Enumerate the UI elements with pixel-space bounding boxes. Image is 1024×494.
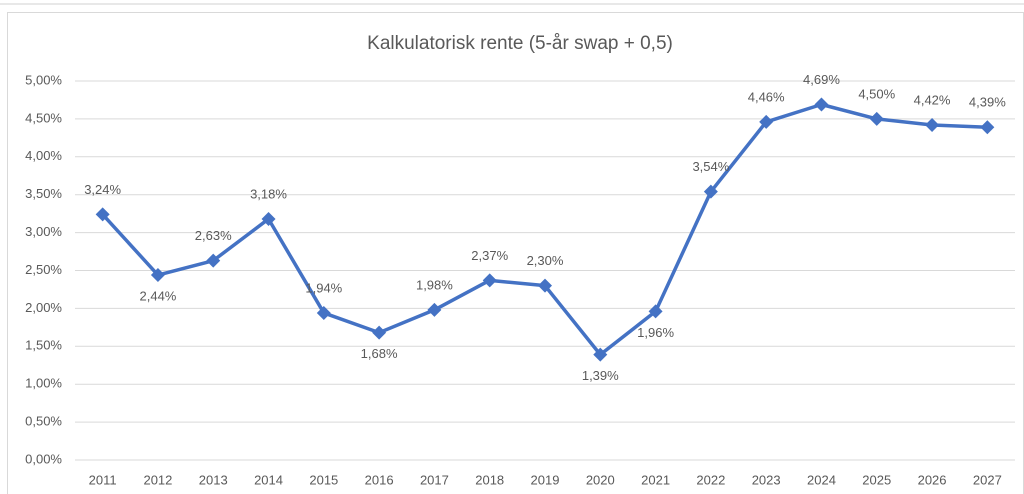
y-tick-label: 1,50% (25, 338, 62, 353)
y-tick-label: 1,00% (25, 376, 62, 391)
x-tick-label: 2014 (254, 472, 283, 487)
chart-frame (7, 12, 1024, 494)
x-tick-label: 2016 (365, 472, 394, 487)
marker (372, 325, 387, 340)
data-label: 4,69% (803, 72, 840, 87)
x-tick-label: 2013 (199, 472, 228, 487)
data-label: 3,54% (692, 159, 729, 174)
marker (759, 114, 774, 129)
y-tick-label: 2,50% (25, 262, 62, 277)
data-label: 2,30% (527, 253, 564, 268)
x-tick-label: 2017 (420, 472, 449, 487)
y-tick-label: 4,00% (25, 148, 62, 163)
marker (538, 278, 552, 293)
x-tick-label: 2026 (918, 472, 947, 487)
data-label: 1,68% (361, 346, 398, 361)
data-label: 3,18% (250, 186, 287, 201)
y-tick-label: 0,50% (25, 414, 62, 429)
marker (925, 117, 940, 132)
marker (427, 302, 442, 317)
marker (150, 268, 165, 283)
y-tick-label: 3,50% (25, 186, 62, 201)
marker (482, 273, 497, 288)
data-label: 2,44% (140, 288, 177, 303)
data-label: 1,39% (582, 368, 619, 383)
y-tick-label: 2,00% (25, 300, 62, 315)
marker (593, 347, 608, 362)
marker (869, 111, 884, 126)
marker (95, 207, 110, 222)
y-tick-label: 4,50% (25, 110, 62, 125)
x-tick-label: 2021 (641, 472, 670, 487)
marker (814, 97, 829, 112)
y-tick-label: 3,00% (25, 224, 62, 239)
data-label: 1,98% (416, 277, 453, 292)
x-tick-label: 2011 (89, 472, 117, 487)
data-label: 4,50% (858, 86, 895, 101)
x-tick-label: 2025 (862, 472, 891, 487)
data-label: 3,24% (84, 182, 121, 197)
x-tick-label: 2023 (752, 472, 781, 487)
data-label: 4,42% (914, 92, 951, 107)
y-tick-label: 0,00% (25, 451, 62, 466)
data-label: 2,37% (471, 248, 508, 263)
x-tick-label: 2020 (586, 472, 615, 487)
x-tick-label: 2022 (696, 472, 725, 487)
x-tick-label: 2019 (531, 472, 560, 487)
data-label: 2,63% (195, 228, 232, 243)
x-tick-label: 2012 (143, 472, 172, 487)
x-tick-label: 2027 (973, 472, 1002, 487)
marker (703, 184, 718, 199)
marker (261, 211, 276, 226)
data-label: 1,94% (305, 280, 342, 295)
x-tick-label: 2015 (309, 472, 338, 487)
data-label: 1,96% (637, 325, 674, 340)
x-tick-label: 2018 (475, 472, 504, 487)
marker (980, 120, 995, 135)
marker (206, 253, 221, 268)
y-tick-label: 5,00% (25, 72, 62, 87)
data-label: 4,46% (748, 89, 785, 104)
marker (648, 304, 663, 319)
data-label: 4,39% (969, 95, 1006, 110)
marker (316, 305, 331, 320)
chart-title: Kalkulatorisk rente (5-år swap + 0,5) (367, 33, 673, 54)
x-tick-label: 2024 (807, 472, 836, 487)
